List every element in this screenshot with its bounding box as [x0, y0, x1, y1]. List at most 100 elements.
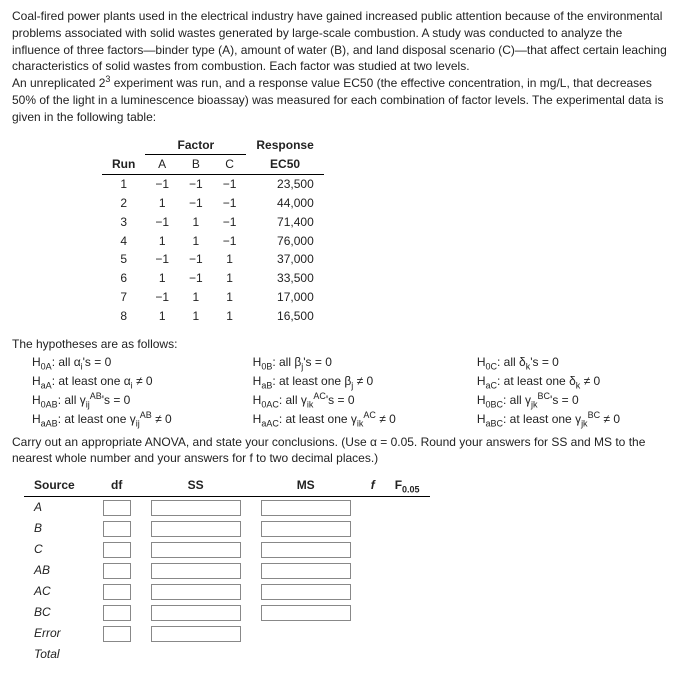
anova-row: BC [24, 602, 430, 623]
ms-input[interactable] [261, 542, 351, 558]
cell-ec50: 44,000 [246, 194, 323, 213]
anova-df-cell [93, 623, 141, 644]
hypothesis-cell: H0AB: all γijAB's = 0 [32, 392, 225, 409]
anova-fcrit-cell [385, 560, 430, 581]
anova-row: AB [24, 560, 430, 581]
cell-run: 8 [102, 307, 145, 326]
hypothesis-cell: HaA: at least one αi ≠ 0 [32, 373, 225, 390]
anova-ss-cell [141, 496, 251, 518]
anova-fcrit-cell [385, 581, 430, 602]
table-row: 1−1−1−123,500 [102, 175, 324, 194]
hdr-ss: SS [141, 475, 251, 496]
anova-f-cell [361, 644, 385, 665]
anova-ms-cell [251, 539, 361, 560]
cell-run: 5 [102, 250, 145, 269]
anova-ms-cell [251, 496, 361, 518]
hypothesis-cell: H0A: all αi's = 0 [32, 354, 225, 371]
anova-df-cell [93, 602, 141, 623]
ss-input[interactable] [151, 605, 241, 621]
df-input[interactable] [103, 605, 131, 621]
anova-df-cell [93, 539, 141, 560]
anova-ms-cell [251, 518, 361, 539]
anova-row: AC [24, 581, 430, 602]
col-c: C [213, 155, 247, 175]
ss-input[interactable] [151, 521, 241, 537]
ms-input[interactable] [261, 563, 351, 579]
table-row: 411−176,000 [102, 232, 324, 251]
df-input[interactable] [103, 521, 131, 537]
anova-row: B [24, 518, 430, 539]
anova-f-cell [361, 560, 385, 581]
anova-source: AB [24, 560, 93, 581]
df-input[interactable] [103, 626, 131, 642]
df-input[interactable] [103, 584, 131, 600]
cell-a: 1 [145, 307, 179, 326]
anova-ms-cell [251, 560, 361, 581]
anova-df-cell [93, 518, 141, 539]
cell-b: −1 [179, 175, 213, 194]
cell-b: −1 [179, 250, 213, 269]
ss-input[interactable] [151, 584, 241, 600]
intro-p2b: experiment was run, and a response value… [12, 76, 663, 124]
hypothesis-cell: HaAC: at least one γikAC ≠ 0 [253, 411, 449, 428]
anova-source: A [24, 496, 93, 518]
cell-a: −1 [145, 250, 179, 269]
cell-run: 4 [102, 232, 145, 251]
anova-fcrit-cell [385, 539, 430, 560]
table-row: 5−1−1137,000 [102, 250, 324, 269]
table-row: 7−11117,000 [102, 288, 324, 307]
cell-a: −1 [145, 175, 179, 194]
cell-ec50: 76,000 [246, 232, 323, 251]
cell-c: 1 [213, 269, 247, 288]
cell-b: 1 [179, 307, 213, 326]
col-b: B [179, 155, 213, 175]
df-input[interactable] [103, 500, 131, 516]
instructions-text: Carry out an appropriate ANOVA, and stat… [12, 434, 673, 468]
hdr-df: df [93, 475, 141, 496]
df-input[interactable] [103, 563, 131, 579]
hypothesis-cell: HaBC: at least one γjkBC ≠ 0 [477, 411, 673, 428]
cell-ec50: 33,500 [246, 269, 323, 288]
anova-f-cell [361, 602, 385, 623]
ss-input[interactable] [151, 563, 241, 579]
factor-data-table: Run Factor Response A B C EC50 1−1−1−123… [102, 136, 324, 326]
anova-ms-cell [251, 602, 361, 623]
anova-ss-cell [141, 602, 251, 623]
table-row: 811116,500 [102, 307, 324, 326]
anova-ss-cell [141, 644, 251, 665]
ss-input[interactable] [151, 542, 241, 558]
cell-c: −1 [213, 213, 247, 232]
cell-run: 1 [102, 175, 145, 194]
ss-input[interactable] [151, 626, 241, 642]
hdr-source: Source [24, 475, 93, 496]
table-row: 21−1−144,000 [102, 194, 324, 213]
ms-input[interactable] [261, 605, 351, 621]
hypothesis-cell: HaC: at least one δk ≠ 0 [477, 373, 673, 390]
anova-source: BC [24, 602, 93, 623]
anova-row: A [24, 496, 430, 518]
cell-c: 1 [213, 288, 247, 307]
cell-b: −1 [179, 269, 213, 288]
ms-input[interactable] [261, 500, 351, 516]
anova-f-cell [361, 539, 385, 560]
anova-row: Error [24, 623, 430, 644]
table-row: 3−11−171,400 [102, 213, 324, 232]
hdr-f: f [361, 475, 385, 496]
anova-fcrit-cell [385, 518, 430, 539]
df-input[interactable] [103, 542, 131, 558]
intro-p1: Coal-fired power plants used in the elec… [12, 9, 667, 73]
cell-b: 1 [179, 232, 213, 251]
anova-f-cell [361, 581, 385, 602]
anova-ms-cell [251, 581, 361, 602]
ss-input[interactable] [151, 500, 241, 516]
anova-df-cell [93, 644, 141, 665]
anova-ss-cell [141, 623, 251, 644]
cell-run: 3 [102, 213, 145, 232]
anova-f-cell [361, 623, 385, 644]
col-factor-group: Factor [145, 136, 246, 155]
cell-ec50: 23,500 [246, 175, 323, 194]
ms-input[interactable] [261, 584, 351, 600]
ms-input[interactable] [261, 521, 351, 537]
cell-c: −1 [213, 232, 247, 251]
cell-run: 2 [102, 194, 145, 213]
